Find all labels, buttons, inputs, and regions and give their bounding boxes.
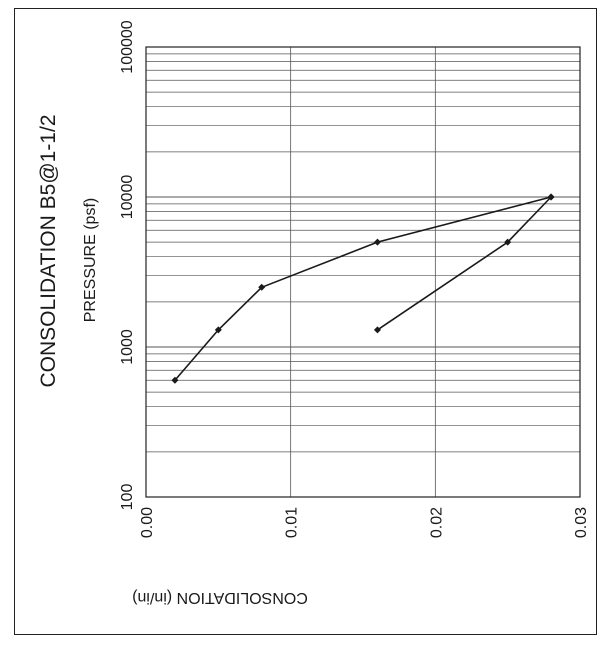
series-group	[171, 193, 555, 384]
pressure-tick-label: 10000	[119, 175, 136, 220]
pressure-tick-label: 100000	[119, 20, 136, 73]
data-point-marker	[547, 193, 555, 201]
consolidation-tick-label: 0.02	[428, 507, 445, 538]
series-line-1	[174, 196, 552, 381]
series-line-2	[377, 196, 552, 331]
consolidation-tick-label: 0.01	[284, 507, 301, 538]
x-axis-label: PRESSURE (psf)	[82, 198, 99, 322]
tick-labels: 100 1000 10000 100000 0.00 0.01 0.02 0.03	[119, 20, 590, 538]
pressure-tick-label: 1000	[119, 329, 136, 365]
grid-lines	[146, 47, 580, 497]
y-axis-label: CONSOLIDATION (in/in)	[132, 589, 308, 606]
chart-title: CONSOLIDATION B5@1-1/2	[37, 115, 60, 388]
data-point-marker	[214, 326, 222, 334]
data-point-marker	[373, 238, 381, 246]
pressure-tick-label: 100	[119, 484, 136, 511]
plot-area-border	[145, 46, 581, 498]
data-point-marker	[171, 376, 179, 384]
data-point-marker	[258, 283, 266, 291]
data-point-marker	[373, 326, 381, 334]
data-point-marker	[504, 238, 512, 246]
chart-frame	[14, 8, 597, 635]
consolidation-tick-label: 0.00	[139, 507, 156, 538]
consolidation-tick-label: 0.03	[573, 507, 590, 538]
